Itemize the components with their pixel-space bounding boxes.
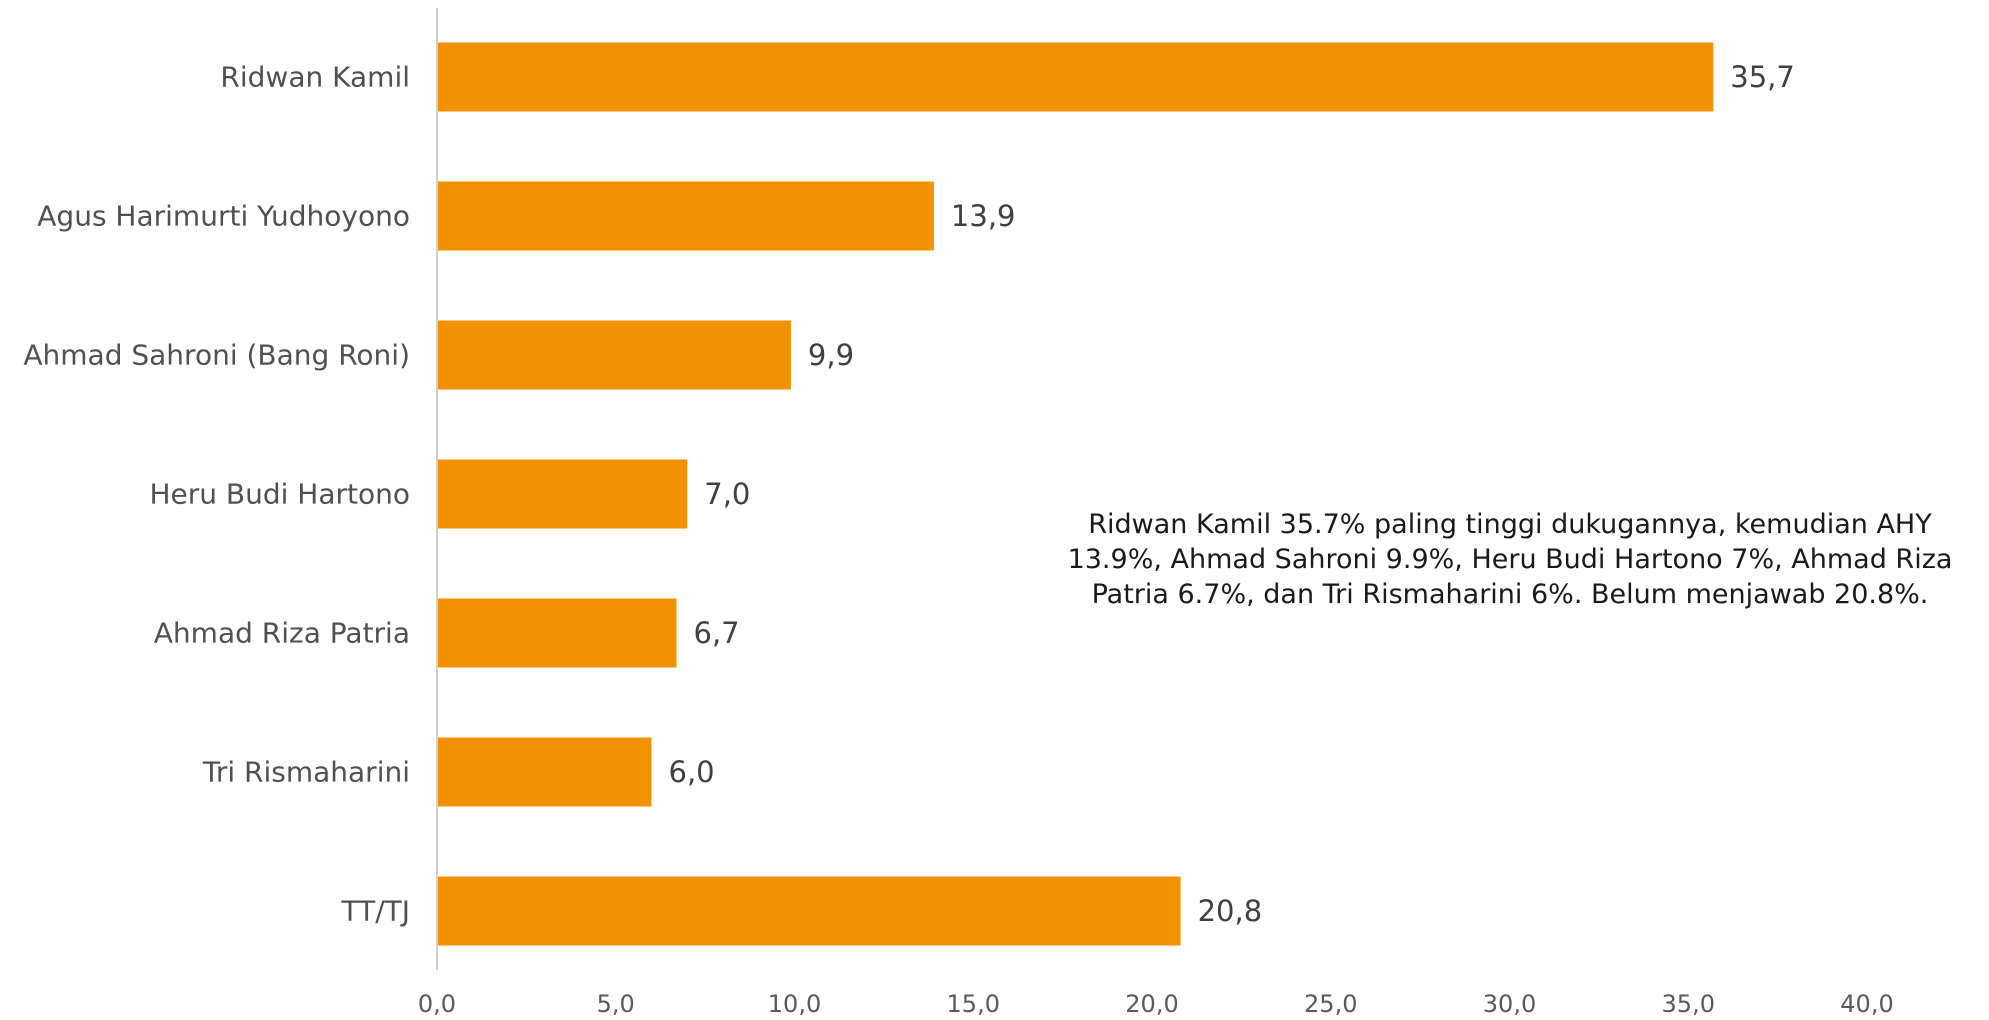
category-label: Ahmad Sahroni (Bang Roni) bbox=[23, 339, 410, 372]
value-labels-group: 35,7 13,9 9,9 7,0 6,7 6,0 20,8 bbox=[669, 60, 1795, 928]
x-tick-labels-group: 0,0 5,0 10,0 15,0 20,0 25,0 30,0 35,0 40,0 bbox=[418, 990, 1894, 1018]
category-label: TT/TJ bbox=[340, 895, 410, 928]
value-label: 13,9 bbox=[951, 199, 1016, 233]
category-labels-group: Ridwan Kamil Agus Harimurti Yudhoyono Ahma… bbox=[23, 61, 410, 928]
value-label: 6,7 bbox=[694, 616, 740, 650]
value-label: 20,8 bbox=[1198, 894, 1263, 928]
category-label: Heru Budi Hartono bbox=[149, 478, 410, 511]
value-label: 35,7 bbox=[1730, 60, 1795, 94]
x-tick-label: 30,0 bbox=[1483, 990, 1536, 1018]
bar-ahmad-riza-patria bbox=[438, 598, 677, 668]
x-tick-label: 35,0 bbox=[1662, 990, 1715, 1018]
bar-ridwan-kamil bbox=[438, 42, 1714, 112]
bar-tri-rismaharini bbox=[438, 737, 652, 807]
category-label: Agus Harimurti Yudhoyono bbox=[37, 200, 410, 233]
bar-tt-tj bbox=[438, 876, 1181, 946]
x-tick-label: 40,0 bbox=[1840, 990, 1893, 1018]
x-tick-label: 20,0 bbox=[1125, 990, 1178, 1018]
bar-ahmad-sahroni-bang-roni bbox=[438, 320, 791, 390]
x-tick-label: 0,0 bbox=[418, 990, 456, 1018]
category-label: Ridwan Kamil bbox=[220, 61, 410, 94]
bar-heru-budi-hartono bbox=[438, 459, 688, 529]
x-tick-label: 5,0 bbox=[597, 990, 635, 1018]
bars-group bbox=[438, 42, 1714, 946]
x-tick-label: 15,0 bbox=[947, 990, 1000, 1018]
x-tick-label: 25,0 bbox=[1304, 990, 1357, 1018]
category-label: Ahmad Riza Patria bbox=[154, 617, 410, 650]
value-label: 9,9 bbox=[808, 338, 854, 372]
x-tick-label: 10,0 bbox=[768, 990, 821, 1018]
category-label: Tri Rismaharini bbox=[202, 756, 410, 789]
chart-annotation: Ridwan Kamil 35.7% paling tinggi dukugan… bbox=[1067, 509, 1953, 610]
value-label: 6,0 bbox=[669, 755, 715, 789]
value-label: 7,0 bbox=[704, 477, 750, 511]
bar-agus-harimurti-yudhoyono bbox=[438, 181, 934, 251]
